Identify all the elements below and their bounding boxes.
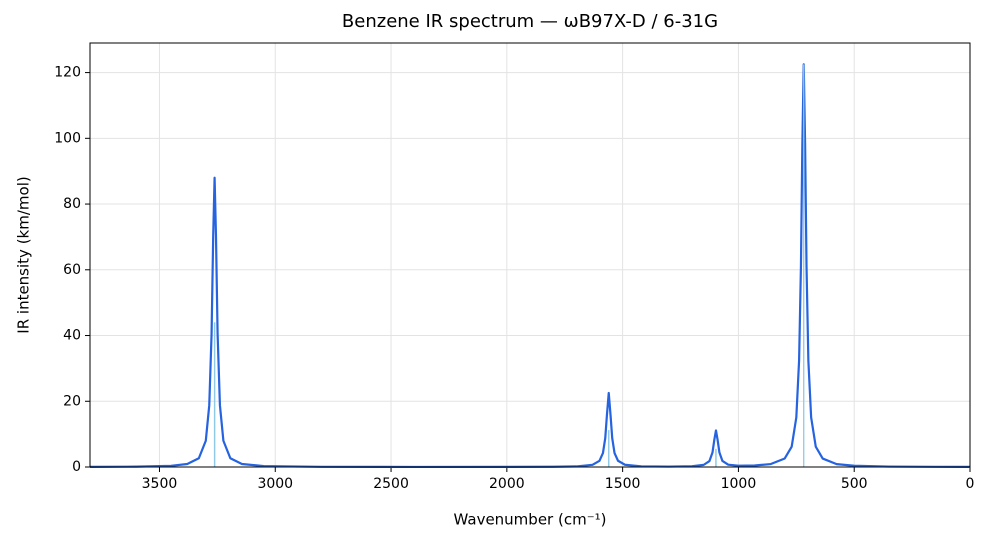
- x-tick-label: 3000: [257, 476, 293, 492]
- plot-frame: [89, 42, 971, 468]
- y-tick-label: 0: [72, 459, 81, 475]
- x-tick-label: 2500: [373, 476, 409, 492]
- x-axis-label: Wavenumber (cm⁻¹): [454, 511, 607, 529]
- x-tick-label: 500: [841, 476, 868, 492]
- spectrum-line: [89, 63, 971, 469]
- chart-title: Benzene IR spectrum — ωB97X-D / 6-31G: [342, 11, 718, 32]
- y-tick-label: 60: [63, 262, 81, 278]
- y-axis-label: IR intensity (km/mol): [15, 176, 33, 333]
- y-tick-label: 40: [63, 328, 81, 344]
- y-tick-label: 20: [63, 393, 81, 409]
- y-tick-label: 80: [63, 196, 81, 212]
- x-tick-label: 2000: [489, 476, 525, 492]
- x-tick-label: 0: [966, 476, 975, 492]
- x-tick-label: 1000: [721, 476, 757, 492]
- x-tick-label: 1500: [605, 476, 641, 492]
- x-tick-label: 3500: [142, 476, 178, 492]
- y-tick-label: 120: [54, 65, 81, 81]
- y-tick-label: 100: [54, 130, 81, 146]
